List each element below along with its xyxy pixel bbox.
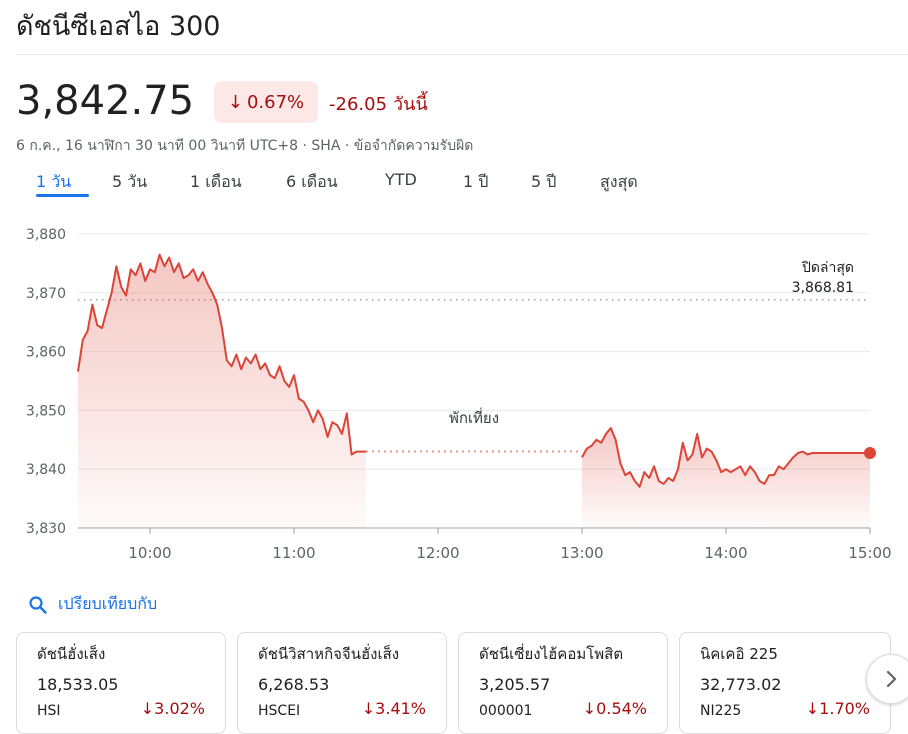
tab-ytd[interactable]: YTD: [385, 170, 417, 189]
card-name: ดัชนีเซี่ยงไฮ้คอมโพสิต: [479, 645, 624, 663]
card-value: 32,773.02: [700, 675, 782, 694]
compare-card-hsi[interactable]: ดัชนีฮั่งเส็ง 18,533.05 HSI ↓3.02%: [16, 632, 226, 734]
y-tick-label: 3,850: [26, 403, 66, 419]
x-tick-label: 11:00: [272, 544, 315, 562]
card-name: นิคเคอิ 225: [700, 645, 778, 663]
search-icon: [29, 595, 47, 614]
afternoon-series-area: [582, 428, 870, 528]
card-name: ดัชนีฮั่งเส็ง: [37, 645, 106, 663]
change-period: วันนี้: [393, 94, 428, 115]
y-tick-label: 3,870: [26, 286, 66, 302]
card-value: 3,205.57: [479, 675, 551, 694]
card-change: ↓3.02%: [140, 699, 205, 718]
compare-card-ni225[interactable]: นิคเคอิ 225 32,773.02 NI225 ↓1.70%: [679, 632, 891, 734]
tab-5-years[interactable]: 5 ปี: [531, 172, 557, 191]
x-tick-label: 15:00: [848, 544, 891, 562]
compare-label: เปรียบเทียบกับ: [58, 594, 158, 613]
x-tick-label: 10:00: [128, 544, 171, 562]
card-change: ↓1.70%: [805, 699, 870, 718]
compare-card-000001[interactable]: ดัชนีเซี่ยงไฮ้คอมโพสิต 3,205.57 000001 ↓…: [458, 632, 668, 734]
tab-1-month[interactable]: 1 เดือน: [190, 172, 242, 191]
tab-max[interactable]: สูงสุด: [600, 172, 638, 191]
latest-point-marker: [864, 447, 876, 460]
price-chart[interactable]: 3,830 3,840 3,850 3,860 3,870 3,880 10:00 11:00…: [0, 210, 908, 580]
x-tick-label: 14:00: [704, 544, 747, 562]
chevron-right-icon: [886, 670, 897, 688]
change-percent: 0.67%: [246, 91, 305, 113]
page-title: ดัชนีซีเอสไอ 300: [16, 11, 221, 42]
arrow-down-icon: ↓: [140, 699, 155, 718]
tab-1-year[interactable]: 1 ปี: [463, 172, 489, 191]
arrow-down-icon: ↓: [582, 699, 597, 718]
compare-button[interactable]: เปรียบเทียบกับ: [28, 592, 157, 617]
previous-close-value: 3,868.81: [792, 280, 854, 296]
arrow-down-icon: ↓: [361, 699, 376, 718]
quote-meta: 6 ก.ค., 16 นาฬิกา 30 นาที 00 วินาที UTC+…: [16, 138, 474, 154]
y-tick-label: 3,880: [26, 227, 66, 243]
active-tab-indicator: [36, 194, 89, 197]
tab-1-day[interactable]: 1 วัน: [36, 172, 72, 191]
header-divider: [16, 54, 908, 55]
card-value: 18,533.05: [37, 675, 119, 694]
change-amount: -26.05: [329, 94, 388, 115]
y-tick-label: 3,830: [26, 521, 66, 537]
change-percent-badge: ↓ 0.67%: [214, 81, 318, 123]
arrow-down-icon: ↓: [805, 699, 820, 718]
lunch-break-label: พักเที่ยง: [449, 407, 499, 427]
card-name: ดัชนีวิสาหกิจจีนฮั่งเส็ง: [258, 645, 400, 663]
card-change: ↓0.54%: [582, 699, 647, 718]
card-symbol: NI225: [700, 703, 742, 719]
next-cards-button[interactable]: [866, 654, 908, 704]
y-tick-label: 3,860: [26, 345, 66, 361]
card-symbol: HSI: [37, 703, 61, 719]
x-tick-label: 13:00: [560, 544, 603, 562]
y-tick-label: 3,840: [26, 462, 66, 478]
previous-close-label: ปิดล่าสุด: [801, 260, 854, 276]
card-value: 6,268.53: [258, 675, 330, 694]
tab-6-months[interactable]: 6 เดือน: [286, 172, 338, 191]
tab-5-days[interactable]: 5 วัน: [112, 172, 148, 191]
card-symbol: 000001: [479, 703, 533, 719]
change-amount-row: -26.05 วันนี้: [329, 89, 428, 118]
x-tick-label: 12:00: [416, 544, 459, 562]
card-change: ↓3.41%: [361, 699, 426, 718]
compare-card-hscei[interactable]: ดัชนีวิสาหกิจจีนฮั่งเส็ง 6,268.53 HSCEI …: [237, 632, 447, 734]
afternoon-series-line: [581, 427, 870, 488]
card-symbol: HSCEI: [258, 703, 301, 719]
morning-series-line: [77, 253, 366, 456]
current-price: 3,842.75: [16, 78, 195, 124]
morning-series-area: [78, 254, 366, 528]
arrow-down-icon: ↓: [227, 91, 243, 113]
